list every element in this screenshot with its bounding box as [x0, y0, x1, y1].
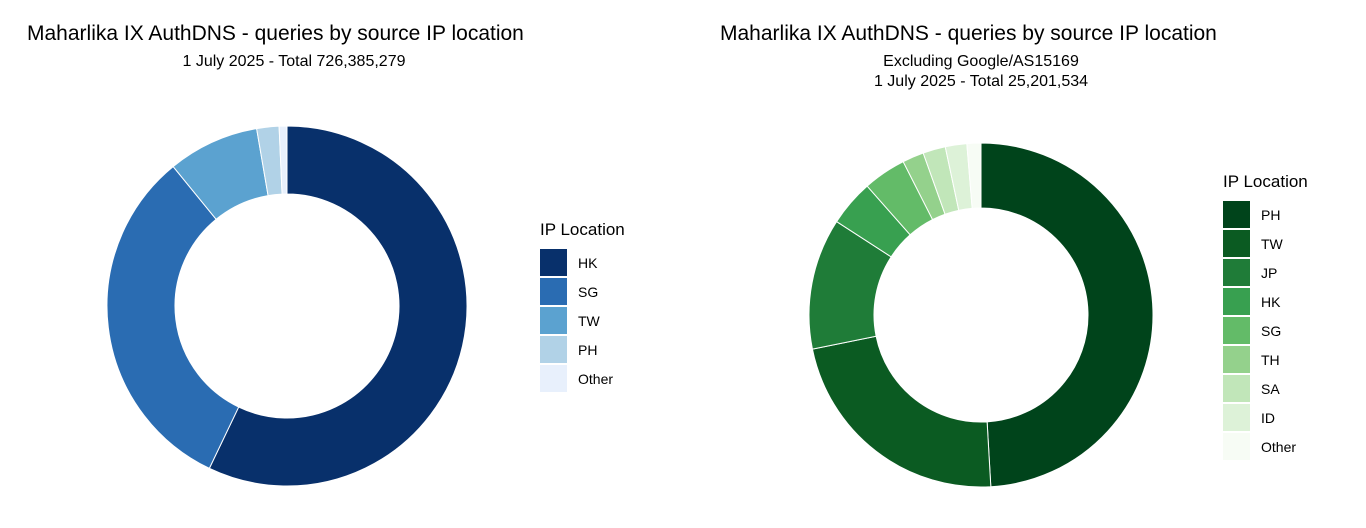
legend-swatch — [1223, 346, 1250, 373]
legend-label: PH — [1261, 206, 1281, 223]
legend-label: Other — [1261, 438, 1297, 455]
legend-swatch — [1223, 259, 1250, 286]
legend-label: Other — [578, 370, 614, 387]
chart-subtitle: 1 July 2025 - Total 726,385,279 — [182, 53, 406, 70]
legend-items: PH TW JP HK SG TH SA ID Other — [1223, 200, 1308, 461]
legend-item-ph: PH — [1223, 200, 1308, 229]
legend-swatch — [1223, 375, 1250, 402]
legend-item-sg: SG — [1223, 316, 1308, 345]
legend-swatch — [540, 278, 567, 305]
legend-label: SA — [1261, 380, 1280, 397]
legend-swatch — [1223, 230, 1250, 257]
legend-label: PH — [578, 341, 598, 358]
chart-panel-excluding-google: Maharlika IX AuthDNS - queries by source… — [683, 0, 1366, 528]
legend-swatch — [1223, 288, 1250, 315]
legend-label: HK — [578, 254, 598, 271]
legend: IP Location PH TW JP HK SG TH SA ID Other — [1223, 172, 1308, 461]
slice-sg — [106, 165, 240, 470]
chart-subtitle-2: 1 July 2025 - Total 25,201,534 — [873, 73, 1089, 90]
legend-swatch — [1223, 317, 1250, 344]
legend-swatch — [1223, 201, 1250, 228]
legend-item-sg: SG — [540, 277, 625, 306]
slice-other — [278, 125, 288, 195]
legend-item-other: Other — [540, 364, 625, 393]
legend-item-hk: HK — [1223, 287, 1308, 316]
legend-item-tw: TW — [1223, 229, 1308, 258]
legend-swatch — [1223, 433, 1250, 460]
legend-label: TW — [578, 312, 600, 329]
slice-tw — [811, 335, 992, 488]
legend-item-th: TH — [1223, 345, 1308, 374]
chart-title: Maharlika IX AuthDNS - queries by source… — [720, 22, 1217, 45]
legend-label: HK — [1261, 293, 1281, 310]
legend-label: SG — [1261, 322, 1282, 339]
legend-label: TH — [1261, 351, 1280, 368]
legend-item-ph: PH — [540, 335, 625, 364]
legend-item-sa: SA — [1223, 374, 1308, 403]
donut-chart — [106, 125, 468, 487]
legend-item-jp: JP — [1223, 258, 1308, 287]
legend-items: HK SG TW PH Other — [540, 248, 625, 393]
legend-title: IP Location — [540, 220, 625, 239]
legend-item-tw: TW — [540, 306, 625, 335]
chart-subtitle: Excluding Google/AS15169 — [883, 53, 1079, 70]
legend-title: IP Location — [1223, 172, 1308, 191]
slice-hk — [208, 125, 468, 487]
donut-chart — [808, 142, 1154, 488]
legend-label: ID — [1261, 409, 1275, 426]
legend: IP Location HK SG TW PH Other — [540, 220, 625, 393]
legend-label: TW — [1261, 235, 1283, 252]
chart-title: Maharlika IX AuthDNS - queries by source… — [27, 22, 524, 45]
slice-other — [966, 142, 982, 209]
legend-swatch — [1223, 404, 1250, 431]
legend-item-id: ID — [1223, 403, 1308, 432]
legend-swatch — [540, 249, 567, 276]
legend-swatch — [540, 307, 567, 334]
slice-ph — [980, 142, 1154, 488]
legend-label: JP — [1261, 264, 1278, 281]
legend-item-hk: HK — [540, 248, 625, 277]
legend-label: SG — [578, 283, 599, 300]
legend-item-other: Other — [1223, 432, 1308, 461]
legend-swatch — [540, 365, 567, 392]
legend-swatch — [540, 336, 567, 363]
chart-panel-hk: Maharlika IX AuthDNS - queries by source… — [27, 22, 625, 487]
